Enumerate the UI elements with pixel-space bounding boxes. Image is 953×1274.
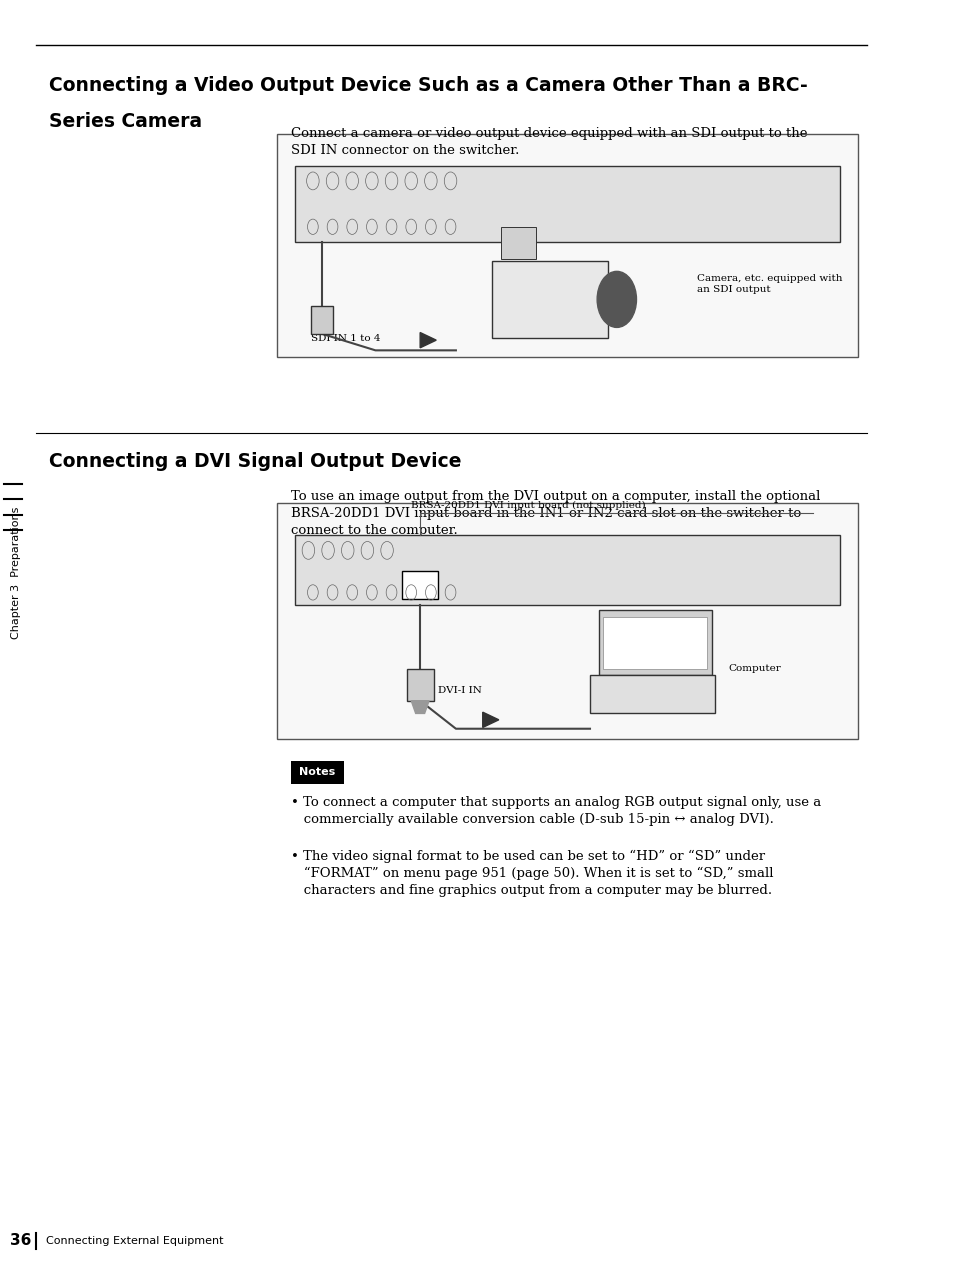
Circle shape bbox=[597, 271, 636, 327]
Bar bbox=[276, 503, 858, 739]
Text: Chapter 3  Preparations: Chapter 3 Preparations bbox=[11, 507, 21, 640]
Bar bbox=[294, 166, 840, 242]
Bar bbox=[294, 535, 840, 605]
Text: • To connect a computer that supports an analog RGB output signal only, use a
  : • To connect a computer that supports an… bbox=[291, 796, 820, 827]
Text: Connecting a DVI Signal Output Device: Connecting a DVI Signal Output Device bbox=[50, 452, 461, 471]
Text: Notes: Notes bbox=[299, 767, 335, 777]
Polygon shape bbox=[419, 333, 436, 348]
Text: • The video signal format to be used can be set to “HD” or “SD” under
   “FORMAT: • The video signal format to be used can… bbox=[291, 850, 772, 897]
Text: Connecting a Video Output Device Such as a Camera Other Than a BRC-: Connecting a Video Output Device Such as… bbox=[50, 76, 807, 96]
Text: DVI-I IN: DVI-I IN bbox=[437, 685, 481, 696]
Bar bbox=[603, 617, 706, 669]
Text: Connecting External Equipment: Connecting External Equipment bbox=[47, 1236, 224, 1246]
Bar bbox=[402, 571, 437, 599]
Polygon shape bbox=[411, 701, 429, 713]
Bar bbox=[291, 761, 344, 784]
Polygon shape bbox=[482, 712, 498, 727]
Bar bbox=[598, 610, 711, 675]
Text: To use an image output from the DVI output on a computer, install the optional
B: To use an image output from the DVI outp… bbox=[291, 490, 819, 538]
Text: 36: 36 bbox=[10, 1233, 31, 1249]
Text: Series Camera: Series Camera bbox=[50, 112, 202, 131]
Bar bbox=[311, 306, 334, 334]
Text: Computer: Computer bbox=[728, 664, 781, 674]
Bar bbox=[406, 669, 433, 701]
Bar bbox=[589, 675, 715, 713]
Text: Camera, etc. equipped with
an SDI output: Camera, etc. equipped with an SDI output bbox=[697, 274, 841, 294]
Text: BRSA-20DD1 DVI input board (not supplied): BRSA-20DD1 DVI input board (not supplied… bbox=[411, 501, 645, 510]
Text: Connect a camera or video output device equipped with an SDI output to the
SDI I: Connect a camera or video output device … bbox=[291, 127, 806, 158]
Bar bbox=[491, 261, 607, 338]
Bar bbox=[500, 227, 536, 259]
Bar bbox=[276, 134, 858, 357]
Text: SDI IN 1 to 4: SDI IN 1 to 4 bbox=[311, 334, 380, 343]
